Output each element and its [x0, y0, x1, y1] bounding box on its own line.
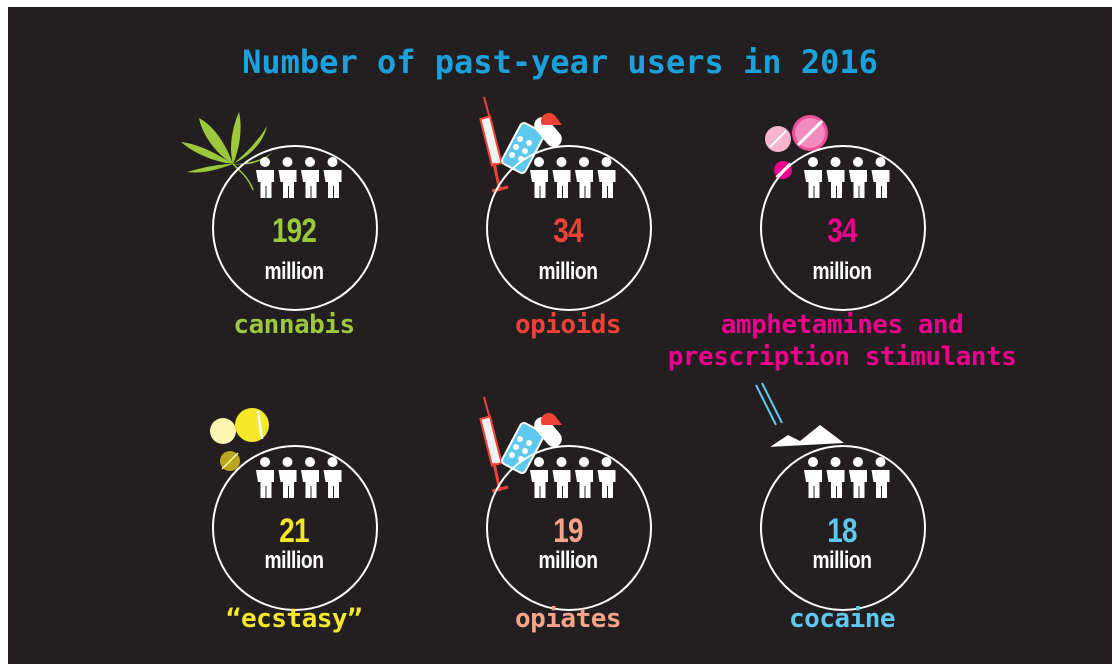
people-icon — [256, 157, 342, 198]
chart-title: Number of past-year users in 2016 — [242, 43, 878, 81]
people-icon — [530, 457, 616, 498]
category-label: opiates — [514, 604, 622, 634]
person-figure — [552, 457, 571, 498]
yellow-pills-icon — [210, 408, 269, 471]
category-label: opioids — [514, 310, 622, 340]
pictogram-ring — [212, 145, 378, 311]
syringe-pills-icon — [479, 396, 562, 493]
unit-label: million — [538, 547, 598, 574]
unit-label: million — [264, 547, 324, 574]
pink-pills-icon — [765, 115, 828, 179]
person-figure — [575, 457, 593, 498]
person-figure — [597, 157, 616, 198]
person-figure — [826, 157, 845, 198]
category-label: cocaine — [788, 604, 896, 634]
person-figure — [323, 157, 342, 198]
person-figure — [552, 157, 571, 198]
person-figure — [575, 157, 593, 198]
person-figure — [597, 457, 616, 498]
value-label: 34 — [827, 212, 857, 250]
pictogram-ring — [486, 145, 652, 311]
pictogram-ring — [760, 145, 926, 311]
person-figure — [530, 157, 548, 198]
people-icon — [804, 157, 890, 198]
person-figure — [849, 157, 867, 198]
chart-panel: Number of past-year users in 2016 — [8, 7, 1112, 664]
people-icon — [530, 157, 616, 198]
person-figure — [278, 157, 297, 198]
unit-label: million — [538, 258, 598, 285]
person-figure — [826, 457, 845, 498]
pictogram-ring — [760, 445, 926, 611]
person-figure — [256, 457, 274, 498]
pictogram-ring — [212, 445, 378, 611]
cocaine-lines-icon — [755, 382, 844, 447]
person-figure — [530, 457, 548, 498]
value-label: 34 — [553, 212, 583, 250]
unit-label: million — [812, 547, 872, 574]
person-figure — [804, 157, 822, 198]
person-figure — [871, 157, 890, 198]
unit-label: million — [812, 258, 872, 285]
category-label: amphetamines and prescription stimulants — [667, 310, 1017, 372]
value-label: 192 — [271, 212, 317, 250]
unit-label: million — [264, 258, 324, 285]
person-figure — [256, 157, 274, 198]
category-label: “ecstasy” — [225, 604, 363, 634]
person-figure — [278, 457, 297, 498]
person-figure — [301, 157, 319, 198]
person-figure — [301, 457, 319, 498]
value-label: 21 — [279, 512, 309, 550]
value-label: 18 — [827, 512, 857, 550]
value-label: 19 — [553, 512, 583, 550]
person-figure — [871, 457, 890, 498]
pictogram-ring — [486, 445, 652, 611]
person-figure — [323, 457, 342, 498]
people-icon — [804, 457, 890, 498]
person-figure — [804, 457, 822, 498]
category-label: cannabis — [233, 310, 355, 340]
person-figure — [849, 457, 867, 498]
people-icon — [256, 457, 342, 498]
